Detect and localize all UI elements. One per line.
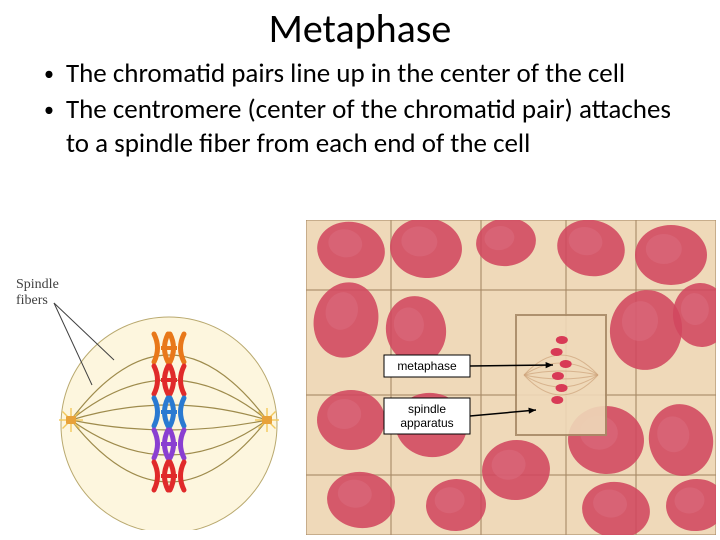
micrograph-figure: metaphase spindleapparatus bbox=[306, 220, 716, 535]
bullet-text: The chromatid pairs line up in the cente… bbox=[66, 57, 625, 91]
svg-text:metaphase: metaphase bbox=[397, 359, 457, 373]
svg-text:Spindlefibers: Spindlefibers bbox=[16, 277, 59, 308]
bullet-marker: • bbox=[44, 93, 54, 127]
page-title: Metaphase bbox=[0, 0, 720, 57]
svg-text:spindleapparatus: spindleapparatus bbox=[400, 402, 453, 430]
bullet-text: The centromere (center of the chromatid … bbox=[66, 93, 692, 161]
list-item: • The chromatid pairs line up in the cen… bbox=[44, 57, 692, 91]
bullet-marker: • bbox=[44, 57, 54, 91]
bullet-list: • The chromatid pairs line up in the cen… bbox=[0, 57, 720, 161]
cell-diagram: Spindlefibers bbox=[14, 270, 314, 530]
list-item: • The centromere (center of the chromati… bbox=[44, 93, 692, 161]
